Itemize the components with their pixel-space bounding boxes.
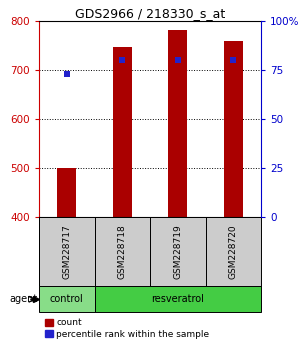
Text: GSM228720: GSM228720 xyxy=(229,224,238,279)
Text: GSM228718: GSM228718 xyxy=(118,224,127,279)
Bar xyxy=(39,286,94,312)
Bar xyxy=(94,217,150,286)
Bar xyxy=(94,286,261,312)
Text: resveratrol: resveratrol xyxy=(151,294,204,304)
Bar xyxy=(224,41,243,217)
Bar xyxy=(168,29,188,217)
Text: agent: agent xyxy=(10,294,38,304)
Text: GSM228719: GSM228719 xyxy=(173,224,182,279)
Bar xyxy=(39,217,94,286)
Text: GSM228717: GSM228717 xyxy=(62,224,71,279)
Bar xyxy=(112,47,132,217)
Text: control: control xyxy=(50,294,84,304)
Bar xyxy=(206,217,261,286)
Bar xyxy=(57,168,76,217)
Title: GDS2966 / 218330_s_at: GDS2966 / 218330_s_at xyxy=(75,7,225,20)
Bar xyxy=(150,217,206,286)
Legend: count, percentile rank within the sample: count, percentile rank within the sample xyxy=(44,316,211,341)
